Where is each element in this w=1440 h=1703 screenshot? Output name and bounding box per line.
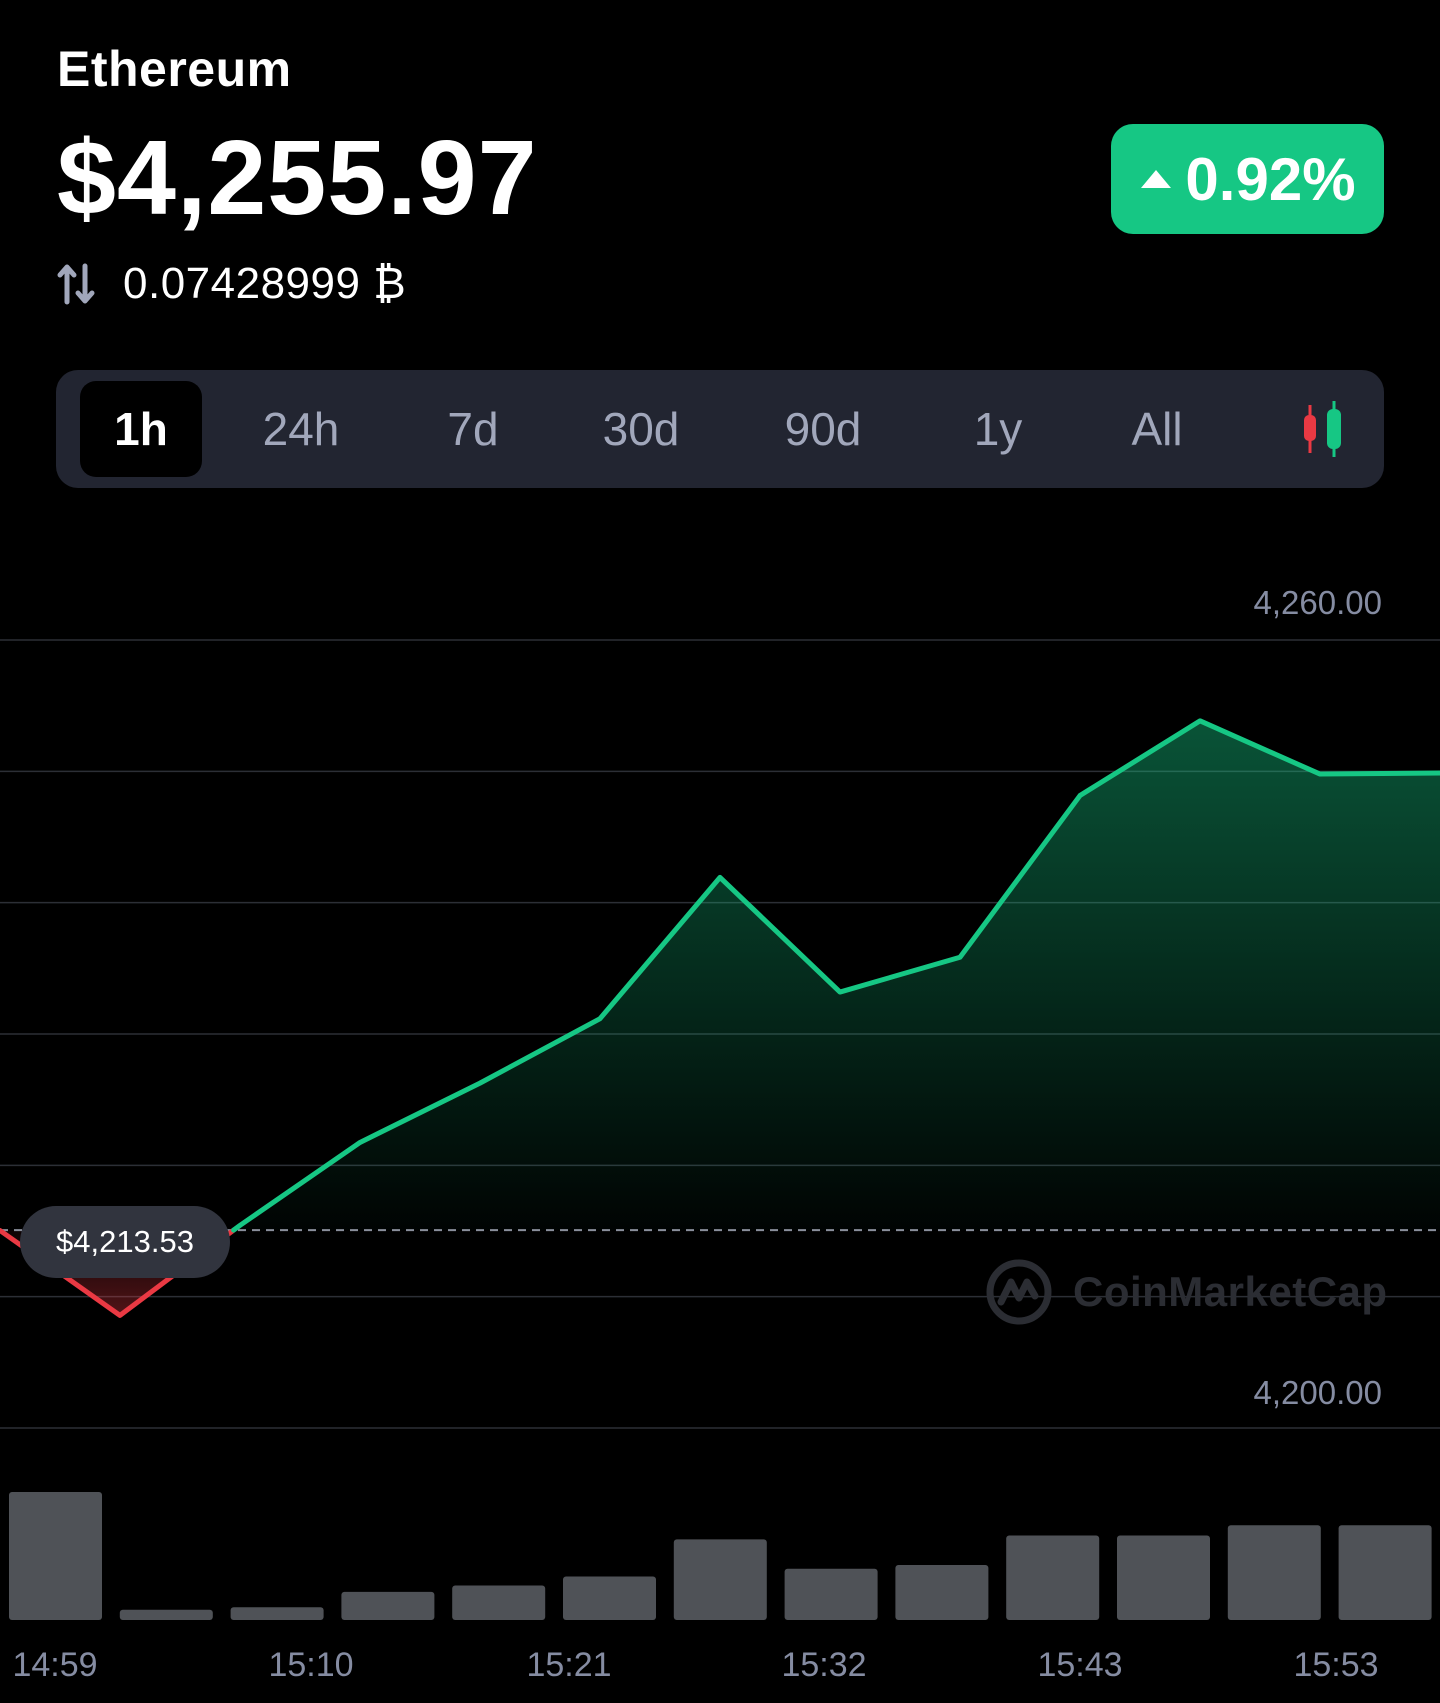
tab-label: 30d (602, 403, 680, 455)
price-chart[interactable]: 4,260.00 4,200.00 14:59 15:10 15:21 15:32 15:4… (0, 560, 1440, 1703)
tab-label: 24h (262, 403, 340, 455)
x-axis-tick-label: 15:43 (1037, 1646, 1122, 1684)
x-axis-tick-label: 15:10 (268, 1646, 353, 1684)
volume-bar (119, 1609, 213, 1620)
watermark-text: CoinMarketCap (1073, 1268, 1388, 1315)
tab-24h[interactable]: 24h (236, 370, 366, 488)
tab-90d[interactable]: 90d (758, 370, 888, 488)
volume-bar (895, 1564, 989, 1620)
y-axis-tick-label: 4,260.00 (1254, 584, 1382, 621)
volume-bar (9, 1492, 102, 1620)
tab-all[interactable]: All (1102, 370, 1212, 488)
x-axis-tick-label: 14:59 (12, 1646, 97, 1684)
volume-bar (1117, 1535, 1210, 1620)
current-price: $4,255.97 (57, 119, 538, 237)
btc-price: 0.07428999 ₿ (123, 259, 407, 308)
x-axis-tick-label: 15:53 (1293, 1646, 1378, 1684)
tab-label: 1h (114, 403, 168, 455)
coinmarketcap-logo-icon (986, 1259, 1052, 1325)
volume-bar (1227, 1525, 1321, 1620)
volume-bar (784, 1568, 878, 1620)
volume-bar (452, 1585, 546, 1620)
tab-label: All (1131, 403, 1183, 455)
price-line-up (231, 718, 1440, 1233)
tab-30d[interactable]: 30d (576, 370, 706, 488)
caret-up-icon (1141, 170, 1172, 188)
coinmarketcap-watermark: CoinMarketCap (985, 1258, 1388, 1326)
volume-bar (341, 1591, 435, 1620)
timeframe-tabs: 1h 24h 7d 30d 90d 1y All (56, 370, 1384, 488)
btc-price-row: 0.07428999 ₿ (57, 254, 406, 314)
tab-7d[interactable]: 7d (418, 370, 528, 488)
volume-bar (230, 1607, 324, 1620)
volume-bar (673, 1539, 767, 1620)
volume-bar (563, 1576, 656, 1620)
price-change-badge: 0.92% (1111, 124, 1384, 234)
x-axis-tick-label: 15:32 (781, 1646, 866, 1684)
price-area-up (233, 720, 1440, 1231)
volume-bar (1338, 1525, 1432, 1620)
tab-label: 7d (447, 403, 499, 455)
candlestick-chart-icon[interactable] (1288, 394, 1368, 464)
coin-name: Ethereum (57, 41, 292, 97)
tab-1h[interactable]: 1h (80, 381, 202, 477)
volume-bar (1006, 1535, 1100, 1620)
tab-1y[interactable]: 1y (948, 370, 1048, 488)
x-axis-tick-label: 15:21 (526, 1646, 611, 1684)
swap-arrows-icon[interactable] (57, 262, 97, 306)
y-axis-tick-label: 4,200.00 (1254, 1374, 1382, 1411)
tab-label: 90d (784, 403, 862, 455)
reference-price-label: $4,213.53 (20, 1206, 230, 1278)
price-change-percent: 0.92% (1185, 145, 1356, 213)
tab-label: 1y (973, 403, 1023, 455)
